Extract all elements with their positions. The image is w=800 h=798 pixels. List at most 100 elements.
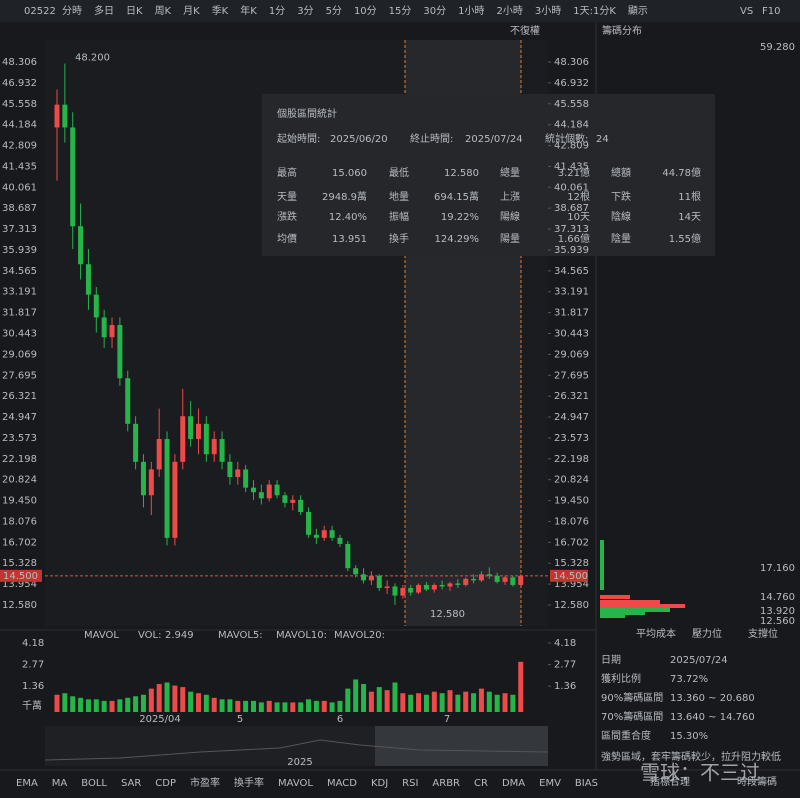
indicator-tab[interactable]: BOLL <box>81 778 107 789</box>
period-tab[interactable]: 多日 <box>94 4 114 17</box>
period-tab[interactable]: 周K <box>155 5 172 17</box>
stat-label: 陽線 <box>500 210 520 223</box>
price-label: 26.321 <box>2 391 37 402</box>
price-label: 16.702 <box>2 537 37 548</box>
volume-bar <box>211 697 217 712</box>
price-label: 31.817 <box>554 308 589 319</box>
volume-bar <box>148 688 154 712</box>
candle-body <box>274 484 280 496</box>
candle-body <box>148 469 154 496</box>
price-label: 23.573 <box>554 433 589 444</box>
volume-bar <box>353 679 359 712</box>
stat-label: 總額 <box>611 166 631 179</box>
price-label: 34.565 <box>554 266 589 277</box>
stat-label: 均價 <box>277 232 297 245</box>
last-price-box <box>550 569 588 582</box>
volume-bar <box>180 687 186 712</box>
price-label: 31.817 <box>2 308 37 319</box>
price-label: 18.076 <box>554 516 589 527</box>
candle-body <box>321 530 327 538</box>
period-tab[interactable]: 30分 <box>423 5 446 17</box>
date-label: 2025/04 <box>139 714 181 725</box>
indicator-tab[interactable]: ARBR <box>432 778 460 789</box>
indicator-tab[interactable]: EMA <box>16 778 38 789</box>
period-tab[interactable]: 分時 <box>62 5 82 17</box>
stats-range: 統計個數: <box>545 132 588 145</box>
indicator-tab[interactable]: 換手率 <box>234 776 264 789</box>
volume-bar <box>290 702 296 712</box>
period-tab[interactable]: 2小時 <box>497 5 523 17</box>
indicator-tab[interactable]: 市盈率 <box>190 776 220 789</box>
stat-label: 總量 <box>500 166 520 179</box>
chip-price: 13.920 <box>760 606 795 617</box>
candle-body <box>188 416 194 440</box>
indicator-tab[interactable]: DMA <box>502 778 525 789</box>
last-price: 14.500 <box>553 571 588 582</box>
stats-popup <box>262 94 715 256</box>
stats-range: 2025/06/20 <box>330 134 388 145</box>
period-tab[interactable]: 1分 <box>269 5 285 17</box>
period-tab[interactable]: 1小時 <box>458 5 484 17</box>
chip-tab[interactable]: 指標合理 <box>650 775 690 788</box>
period-tab[interactable]: 季K <box>212 5 229 17</box>
period-tab[interactable]: 1天:1分K <box>573 5 616 17</box>
stat-value: 1.55億 <box>669 232 701 245</box>
volume-bar <box>140 694 146 712</box>
period-tab[interactable]: 10分 <box>354 5 377 17</box>
candle-body <box>251 487 256 493</box>
navigator-window <box>375 726 548 766</box>
indicator-tab[interactable]: MA <box>52 778 68 789</box>
volume-bar <box>54 694 60 712</box>
candle-body <box>227 461 233 478</box>
chip-title: 籌碼分布 <box>602 24 642 37</box>
price-label: 29.069 <box>554 349 589 360</box>
candle-body <box>400 587 406 596</box>
price-label: 19.450 <box>554 496 589 507</box>
candle-body <box>408 587 414 593</box>
candle-body <box>471 578 477 581</box>
period-tab[interactable]: 月K <box>183 5 200 17</box>
period-tab[interactable]: 3分 <box>297 5 313 17</box>
candle-body <box>478 574 484 581</box>
stat-value: 13.951 <box>332 234 367 245</box>
indicator-tab[interactable]: EMV <box>539 778 561 789</box>
vol-value: 2.949 <box>165 630 194 641</box>
price-label: 12.580 <box>554 600 589 611</box>
candle-body <box>235 469 241 478</box>
period-tab[interactable]: 3小時 <box>535 5 561 17</box>
f10[interactable]: F10 <box>762 6 780 17</box>
stat-label: 陰量 <box>611 232 631 245</box>
indicator-tab[interactable]: BIAS <box>575 778 598 789</box>
volume-bar <box>306 699 312 712</box>
price-label: 41.435 <box>554 161 589 172</box>
stat-label: 陰線 <box>611 210 631 223</box>
last-price-box <box>0 569 42 582</box>
price-label: 48.306 <box>554 57 589 68</box>
watermark: 雪球：不三过 <box>640 761 760 785</box>
candle-body <box>368 575 374 581</box>
indicator-tab[interactable]: SAR <box>121 778 141 789</box>
nav-label: 2025 <box>287 757 312 768</box>
period-tab[interactable]: 顯示 <box>628 5 648 17</box>
chip-tab[interactable]: 時段籌碼 <box>737 775 777 788</box>
indicator-tab[interactable]: CDP <box>155 778 176 789</box>
vs[interactable]: VS <box>740 6 753 17</box>
period-tab[interactable]: 5分 <box>326 5 342 17</box>
indicator-tab[interactable]: KDJ <box>371 778 388 789</box>
stat-value: 12.40% <box>329 212 367 223</box>
chip-price: 12.560 <box>760 616 795 627</box>
period-tab[interactable]: 日K <box>126 6 143 17</box>
indicator-tab[interactable]: RSI <box>402 778 418 789</box>
vol-label: 1.36 <box>554 681 576 692</box>
price-label: 38.687 <box>2 203 37 214</box>
indicator-tab[interactable]: MAVOL <box>278 778 313 789</box>
indicator-tab[interactable]: MACD <box>327 778 357 789</box>
indicator-tab[interactable]: CR <box>474 778 488 789</box>
chip-key: 70%籌碼區間 <box>601 710 663 723</box>
period-tab[interactable]: 年K <box>240 4 257 17</box>
chip-val: 73.72% <box>670 674 708 685</box>
price-label: 29.069 <box>2 349 37 360</box>
period-tab[interactable]: 15分 <box>389 5 412 17</box>
price-label: 12.580 <box>2 600 37 611</box>
adjust[interactable]: 不復權 <box>510 24 540 37</box>
